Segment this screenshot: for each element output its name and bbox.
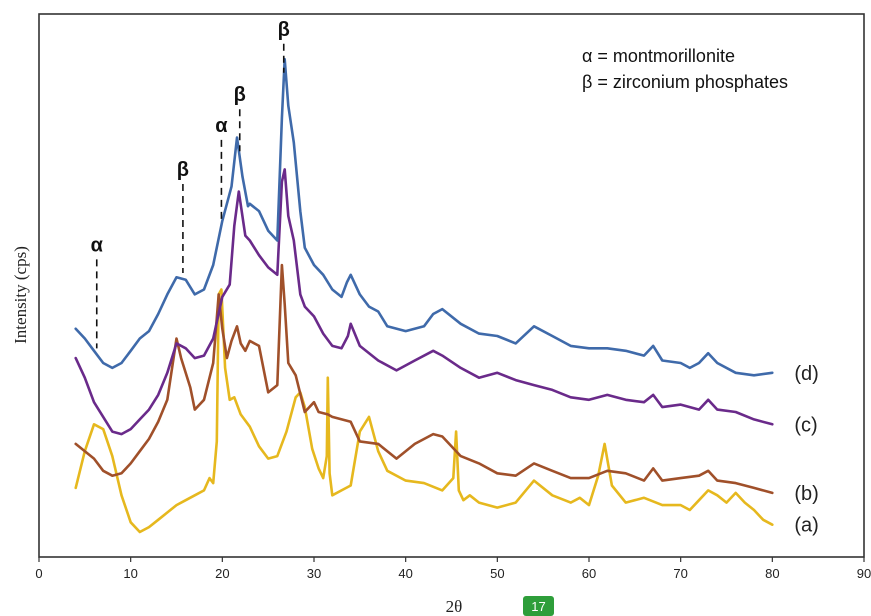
page-badge [523,596,554,616]
series-layer [74,57,774,534]
curve-labels: (a) (b) (c) (d) [794,363,818,537]
x-tick-label-9: 90 [857,566,871,581]
peak-marker-label-0: α [91,234,104,256]
series-label-0: (a) [794,515,818,537]
series-label-3: (d) [794,363,818,385]
peak-marker-label-4: β [278,19,290,41]
x-tick-label-1: 10 [123,566,137,581]
peak-marker-label-2: α [215,115,228,137]
x-tick-label-6: 60 [582,566,596,581]
x-tick-label-7: 70 [673,566,687,581]
x-axis: 0 10 20 30 40 50 60 70 80 90 [35,557,871,581]
peak-marker-label-3: β [234,84,246,106]
y-axis-label: Intensity (cps) [11,246,30,344]
legend-entry-beta: β = zirconium phosphates [582,72,788,92]
x-tick-label-8: 80 [765,566,779,581]
x-tick-label-5: 50 [490,566,504,581]
series-label-1: (b) [794,483,818,505]
legend-entry-alpha: α = montmorillonite [582,46,735,66]
x-tick-label-2: 20 [215,566,229,581]
series-label-2: (c) [794,414,817,436]
plot-frame [38,13,865,558]
series-line-0 [74,288,774,534]
peak-marker-label-1: β [177,159,189,181]
x-tick-label-3: 30 [307,566,321,581]
page-badge-text: 17 [531,599,545,614]
x-tick-label-0: 0 [35,566,42,581]
series-line-3 [74,57,774,377]
x-axis-label: 2θ [446,597,463,616]
series-line-2 [74,168,774,436]
x-tick-label-4: 40 [398,566,412,581]
series-line-1 [74,263,774,495]
